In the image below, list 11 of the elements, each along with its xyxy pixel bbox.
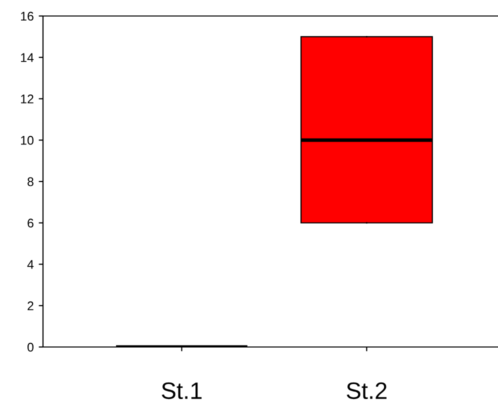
y-tick-label: 16 [21, 12, 34, 21]
y-tick-label: 8 [28, 177, 34, 186]
y-tick-label: 6 [28, 218, 34, 228]
x-tick-label: St.2 [346, 382, 386, 400]
y-tick-label: 2 [28, 301, 34, 310]
y-tick-label: 0 [28, 342, 34, 352]
y-tick-label: 4 [27, 260, 34, 269]
y-tick-label: 14 [21, 53, 34, 62]
y-tick-label: 10 [21, 136, 34, 145]
x-tick-label: St.1 [162, 382, 202, 400]
y-tick-label: 12 [21, 94, 34, 104]
